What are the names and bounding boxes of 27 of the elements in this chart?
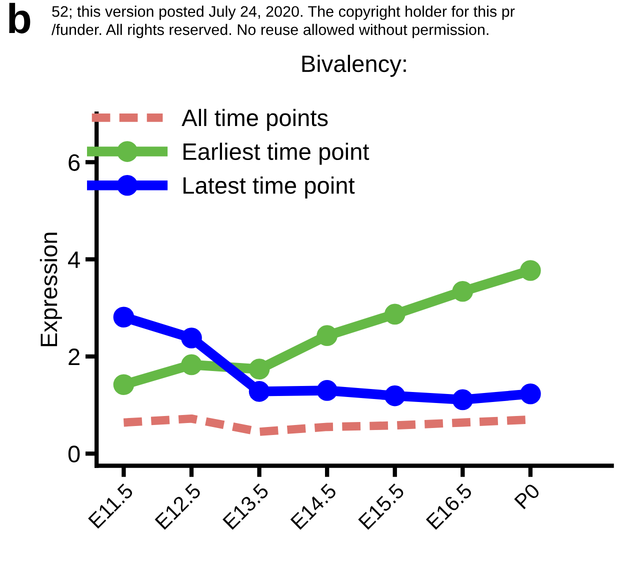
y-tick-label: 0 bbox=[68, 446, 80, 462]
point bbox=[520, 383, 541, 404]
y-tick-label: 6 bbox=[68, 154, 80, 171]
point bbox=[316, 380, 338, 401]
point bbox=[248, 358, 270, 380]
text: 52; this version posted July 24, 2020. The copyright holder for this pr bbox=[52, 6, 515, 20]
legend-label: Latest time point bbox=[184, 176, 355, 199]
chart-title: Bivalency: bbox=[302, 54, 406, 77]
legend-label: All time points bbox=[182, 108, 328, 131]
point bbox=[113, 306, 134, 328]
point bbox=[384, 304, 406, 325]
point bbox=[316, 325, 338, 346]
point bbox=[520, 260, 541, 281]
y-axis-title: Expression bbox=[40, 232, 62, 346]
text: /funder. All rights reserved. No reuse allowed without permission. bbox=[52, 24, 488, 38]
point bbox=[181, 328, 202, 348]
y-tick-label: 4 bbox=[68, 252, 80, 268]
point bbox=[452, 389, 474, 410]
y-tick-label: 2 bbox=[68, 348, 80, 366]
point bbox=[181, 354, 202, 376]
point bbox=[248, 381, 270, 402]
x-tick-label: P0 bbox=[514, 482, 541, 510]
point bbox=[452, 280, 474, 302]
legend-label: Earliest time point bbox=[184, 142, 370, 165]
point bbox=[384, 385, 406, 406]
text: b bbox=[9, 2, 30, 34]
point bbox=[113, 374, 134, 396]
